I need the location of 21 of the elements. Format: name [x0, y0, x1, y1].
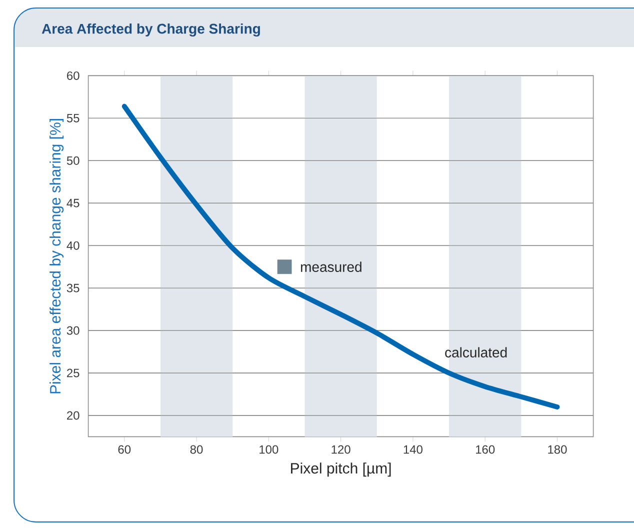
y-tick-label: 30	[66, 326, 80, 335]
y-tick-label: 25	[67, 368, 80, 378]
x-tick-label: 60	[118, 445, 131, 454]
y-tick-label: 55	[66, 114, 80, 122]
x-tick-label: 140	[404, 445, 422, 454]
y-tick-label: 20	[67, 411, 80, 420]
x-tick-label: 80	[190, 445, 203, 454]
y-tick-label: 45	[66, 198, 80, 208]
y-tick-label: 60	[67, 71, 80, 80]
x-tick-label: 180	[548, 445, 567, 454]
x-tick-label: 100	[260, 445, 278, 454]
series-label: measured	[300, 262, 362, 272]
series-label: calculated	[445, 347, 507, 358]
y-tick-label: 35	[66, 284, 80, 292]
y-tick-label: 40	[66, 241, 80, 250]
y-axis-title: Pixel area effected by change sharing [%]	[50, 119, 64, 394]
y-tick-label: 50	[66, 156, 80, 165]
chart-title: Area Affected by Charge Sharing	[42, 23, 260, 37]
x-tick-label: 160	[476, 445, 495, 454]
x-tick-label: 120	[332, 445, 350, 454]
x-axis-title: Pixel pitch [µm]	[291, 462, 391, 477]
